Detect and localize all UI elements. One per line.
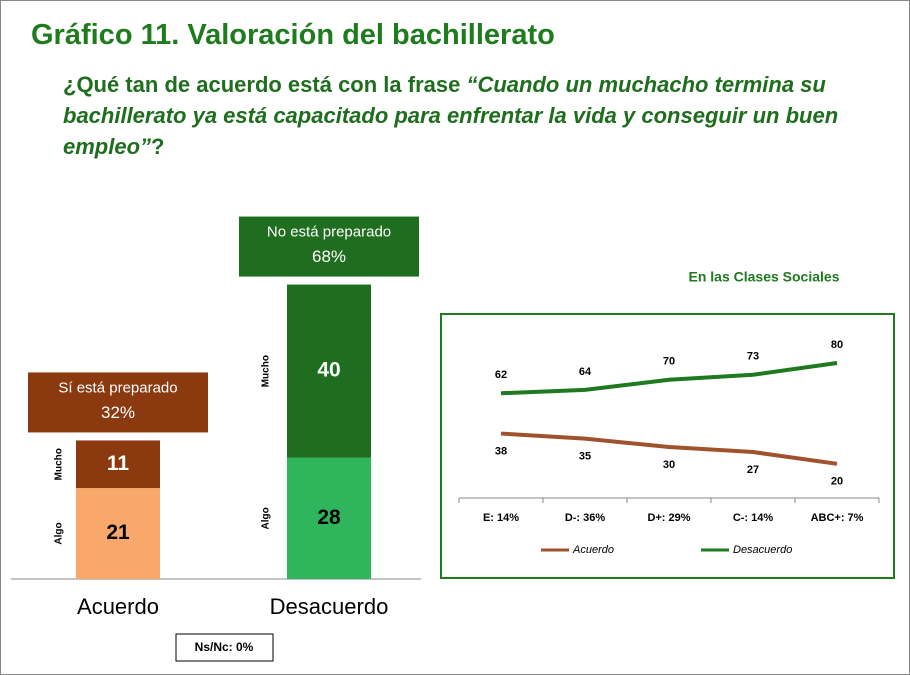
total-box xyxy=(239,216,419,277)
line-chart-frame xyxy=(440,313,895,579)
x-tick-label: ABC+: 7% xyxy=(811,512,864,524)
data-label: 62 xyxy=(495,369,507,381)
data-label: 38 xyxy=(495,445,507,457)
line-chart-title: En las Clases Sociales xyxy=(689,269,840,285)
x-tick-label: C-: 14% xyxy=(733,512,774,524)
legend-label: Acuerdo xyxy=(572,544,614,556)
data-label: 27 xyxy=(747,464,759,476)
category-label: Desacuerdo xyxy=(270,594,389,619)
bar-segment xyxy=(76,488,160,579)
total-label: 68% xyxy=(312,247,346,266)
category-label: Acuerdo xyxy=(77,594,159,619)
group-label: Sí está preparado xyxy=(58,379,177,396)
data-label: 80 xyxy=(831,339,843,351)
bar-segment xyxy=(287,284,371,458)
segment-name: Algo xyxy=(261,507,272,529)
data-label: 70 xyxy=(663,356,675,368)
data-label: 28 xyxy=(317,506,341,529)
note-box xyxy=(175,633,274,662)
data-label: 35 xyxy=(579,451,591,463)
segment-name: Algo xyxy=(54,522,65,544)
bar-segment xyxy=(76,440,160,489)
x-tick-label: E: 14% xyxy=(483,512,519,524)
data-label: 11 xyxy=(107,452,130,475)
segment-name: Mucho xyxy=(261,355,272,387)
data-label: 40 xyxy=(317,359,340,382)
question-lead: ¿Qué tan de acuerdo está con la frase xyxy=(63,72,467,97)
bar-segment xyxy=(287,457,371,579)
data-label: 64 xyxy=(579,366,592,378)
title: Gráfico 11. Valoración del bachillerato xyxy=(31,19,555,51)
line xyxy=(500,431,838,466)
data-label: 20 xyxy=(831,476,843,488)
total-label: 32% xyxy=(101,403,135,422)
x-tick-label: D-: 36% xyxy=(565,512,606,524)
segment-name: Mucho xyxy=(54,448,65,480)
note: Ns/Nc: 0% xyxy=(195,640,254,654)
question-tail: ? xyxy=(151,134,165,159)
line xyxy=(500,361,838,396)
data-label: 21 xyxy=(106,521,130,544)
x-tick-label: D+: 29% xyxy=(647,512,690,524)
total-box xyxy=(28,372,208,433)
data-label: 30 xyxy=(663,459,675,471)
legend-label: Desacuerdo xyxy=(733,544,792,556)
question-quote: “Cuando un muchacho termina su bachiller… xyxy=(63,72,839,159)
question: ¿Qué tan de acuerdo está con la frase “C… xyxy=(63,69,863,162)
group-label: No está preparado xyxy=(267,224,391,241)
data-label: 73 xyxy=(747,351,759,363)
